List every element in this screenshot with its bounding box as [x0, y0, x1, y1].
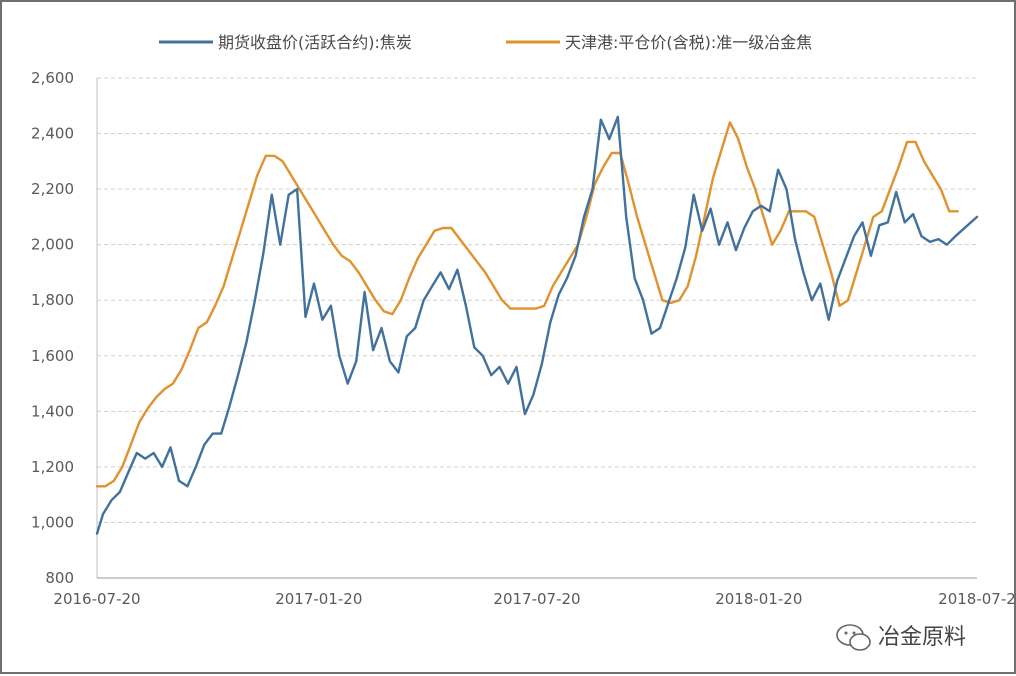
x-tick-label: 2018-01-20 — [715, 590, 802, 608]
y-tick-label: 1,600 — [31, 347, 74, 365]
axes — [96, 78, 977, 579]
grid-lines — [97, 77, 977, 523]
x-tick-label: 2017-01-20 — [275, 590, 362, 608]
watermark: 冶金原料 — [836, 624, 966, 651]
x-tick-label: 2018-07-2 — [938, 590, 1016, 608]
legend-label-coke-futures: 期货收盘价(活跃合约):焦炭 — [218, 33, 412, 52]
x-tick-labels: 2016-07-20 2017-01-20 2017-07-20 2018-01-20… — [53, 590, 1015, 608]
y-tick-labels: 800 1,000 1,200 1,400 1,600 1,800 2,000 2,200 2,… — [31, 69, 74, 587]
x-tick-label: 2016-07-20 — [53, 590, 140, 608]
y-tick-label: 2,200 — [31, 180, 74, 198]
legend-item-tianjin-coke-price: 天津港:平仓价(含税):准一级冶金焦 — [506, 33, 812, 52]
watermark-text: 冶金原料 — [878, 625, 966, 650]
series-lines — [95, 115, 979, 535]
y-tick-label: 1,400 — [31, 402, 74, 420]
legend-label-tianjin-coke-price: 天津港:平仓价(含税):准一级冶金焦 — [565, 33, 812, 52]
y-tick-label: 2,600 — [31, 69, 74, 87]
y-tick-label: 1,000 — [31, 513, 74, 531]
y-tick-label: 2,400 — [31, 125, 74, 143]
y-tick-label: 1,800 — [31, 291, 74, 309]
y-tick-label: 2,000 — [31, 236, 74, 254]
wechat-icon — [836, 624, 871, 651]
x-tick-label: 2017-07-20 — [493, 590, 580, 608]
series-line-coke-futures — [95, 115, 979, 535]
series-line-tianjin-coke-price — [95, 121, 959, 488]
y-tick-label: 1,200 — [31, 458, 74, 476]
y-tick-label: 800 — [45, 569, 74, 587]
legend-item-coke-futures: 期货收盘价(活跃合约):焦炭 — [159, 33, 412, 52]
legend: 期货收盘价(活跃合约):焦炭 天津港:平仓价(含税):准一级冶金焦 — [159, 33, 812, 52]
